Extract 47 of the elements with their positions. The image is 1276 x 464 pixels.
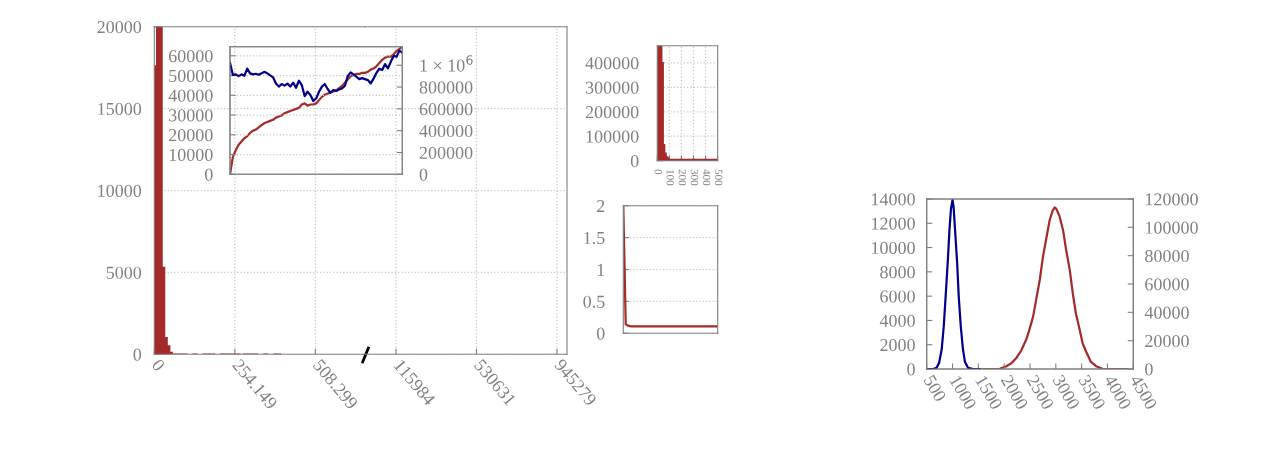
y-tick-label: 300000 [585,81,639,94]
y2-tick-label: 1 × 10$^{6}$ [420,55,473,72]
y-tick-label: 0 [133,348,142,361]
y-tick-label: 2 [597,200,605,212]
y-tick-label: 8000 [880,266,915,279]
y-tick-label: 1 [597,263,605,276]
y-tick-label: 14000 [872,193,915,206]
y2-tick-label: 120000 [1145,193,1198,206]
y-tick-label: 10000 [98,184,142,197]
y2-tick-label: 600000 [419,103,473,116]
y-tick-label: 60000 [168,50,213,63]
y-tick-label: 6000 [880,290,915,303]
y-tick-label: 4000 [879,314,915,327]
y-tick-label: 20000 [168,129,213,142]
x-tick-label: 100 [666,170,675,186]
y2-tick-label: 60000 [1145,278,1189,291]
x-tick-label: 200 [678,169,687,186]
y2-tick-label: 200000 [419,146,473,159]
x-tick-label: 500 [923,374,947,403]
y2-tick-label: 800000 [419,81,473,94]
y-tick-label: 400000 [585,57,639,70]
y-tick-label: 10000 [872,241,915,255]
x-tick-label: 0 [654,169,662,175]
x-tick-label: 0 [151,358,166,372]
y-tick-label: 40000 [168,89,213,102]
y-tick-label: 2000 [880,338,915,352]
y2-tick-label: 20000 [1145,334,1189,348]
y2-tick-label: 400000 [419,124,473,138]
y-tick-label: 5000 [106,266,142,279]
y-tick-label: 30000 [169,109,213,122]
y-tick-label: 12000 [872,217,915,230]
y-tick-label: 50000 [169,69,213,82]
y-tick-label: 1.5 [584,231,605,245]
y-tick-label: 0 [596,327,605,340]
y2-tick-label: 40000 [1144,306,1189,319]
y-tick-label: 10000 [169,148,213,161]
y-tick-label: 20000 [97,20,142,34]
y-tick-label: 15000 [98,102,142,116]
x-tick-label: 500 [714,169,723,186]
y2-tick-label: 100000 [1145,221,1198,234]
y-tick-label: 0 [630,154,639,168]
y-tick-label: 0.5 [583,295,605,308]
y-tick-label: 100000 [586,130,639,143]
y2-tick-label: 80000 [1145,249,1189,263]
x-tick-label: 400 [702,169,711,186]
x-tick-label: 300 [690,169,699,186]
y-tick-label: 200000 [585,106,639,119]
